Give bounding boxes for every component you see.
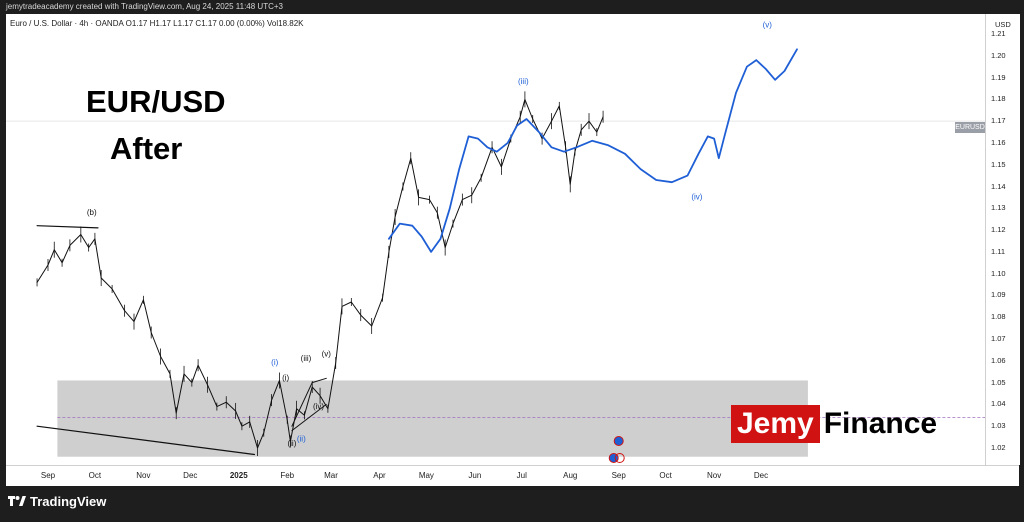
price-tick-label: 1.08 <box>991 312 1006 322</box>
price-tick-label: 1.15 <box>991 159 1006 169</box>
price-tick-label: 1.13 <box>991 203 1006 213</box>
tradingview-logo-icon <box>8 495 26 510</box>
wave-label: (ii) <box>287 439 296 448</box>
time-tick-label: Sep <box>40 471 56 480</box>
time-tick-label: Oct <box>659 471 672 480</box>
wave-label: (iv) <box>313 402 324 411</box>
time-tick-label: Dec <box>753 471 769 480</box>
time-tick-label: Dec <box>183 471 198 480</box>
headline-after: After <box>110 131 183 166</box>
lower-trendline-series-line <box>36 425 255 456</box>
wave-label: (iv) <box>691 193 702 202</box>
price-tick-label: 1.03 <box>991 421 1006 431</box>
price-tick-label: 1.21 <box>991 29 1006 38</box>
time-tick-label: Feb <box>280 471 295 480</box>
time-tick-label: 2025 <box>229 471 248 480</box>
price-tick-label: 1.07 <box>991 334 1006 344</box>
time-axis[interactable]: Sep Oct Nov Dec 2025 Feb Mar Apr May Jun Jul Aug Sep… <box>6 465 1019 486</box>
time-tick-label: Sep <box>611 471 626 480</box>
brand-name-red: Jemy <box>731 405 820 443</box>
time-tick-label: Apr <box>373 471 386 480</box>
time-tick-label: Aug <box>563 471 578 480</box>
wave-label: (v) <box>322 349 332 358</box>
time-tick-label: Nov <box>136 471 151 480</box>
price-tick-label: 1.10 <box>991 268 1006 278</box>
wave-label: (i) <box>282 373 289 382</box>
time-tick-label: Mar <box>324 471 338 480</box>
wedge-upper-series-line <box>291 377 327 427</box>
time-tick-label: May <box>418 471 434 480</box>
price-tick-label: 1.14 <box>991 181 1006 191</box>
last-price-symbol-tag: EURUSD <box>955 122 985 133</box>
headline-pair: EUR/USD <box>86 84 226 119</box>
price-axis[interactable]: USD 1.21 1.20 1.19 1.18 1.17 1.16 1.15 1.14 1.13… <box>985 14 1020 465</box>
event-marker-icon <box>613 436 624 446</box>
price-axis-unit: USD <box>995 20 1011 29</box>
price-tick-label: 1.20 <box>991 50 1006 60</box>
price-tick-label: 1.05 <box>991 377 1006 387</box>
price-chart[interactable]: (b) (i) (ii) (iii) (iv) (v) (i) (ii) (iii) (iv) (v… <box>6 14 985 465</box>
wave-label: (v) <box>763 20 773 29</box>
price-tick-label: 1.17 <box>991 116 1006 126</box>
brand-watermark: Jemy Finance <box>731 405 937 443</box>
time-tick-label: Oct <box>88 471 102 480</box>
wave-label: (iii) <box>301 354 312 363</box>
price-tick-label: 1.19 <box>991 72 1006 82</box>
chart-caption: jemytradeacademy created with TradingVie… <box>6 2 283 11</box>
wave-label: (b) <box>87 208 97 217</box>
time-tick-label: Jul <box>516 471 527 480</box>
wave-label: (iii) <box>518 77 529 86</box>
symbol-info: Euro / U.S. Dollar · 4h · OANDA O1.17 H1… <box>10 19 304 28</box>
wave-label: (i) <box>271 358 278 367</box>
consolidation-zone <box>57 380 808 457</box>
time-tick-label: Jun <box>468 471 482 480</box>
projection-series-line <box>387 48 798 253</box>
chart-area[interactable]: (b) (i) (ii) (iii) (iv) (v) (i) (ii) (iii) (iv) (v… <box>6 14 985 465</box>
event-marker-icon <box>614 453 625 463</box>
price-tick-label: 1.18 <box>991 94 1006 104</box>
wave-label: (ii) <box>297 434 306 443</box>
price-tick-label: 1.02 <box>991 443 1006 452</box>
time-tick-label: Nov <box>706 471 722 480</box>
tradingview-logo[interactable]: TradingView <box>8 494 106 510</box>
tradingview-logo-text: TradingView <box>30 494 107 509</box>
upper-trendline-series-line <box>36 225 99 229</box>
brand-name-black: Finance <box>823 407 938 440</box>
price-tick-label: 1.04 <box>991 399 1006 409</box>
price-tick-label: 1.12 <box>991 225 1006 235</box>
price-tick-label: 1.06 <box>991 355 1006 365</box>
wedge-lower-series-line <box>291 403 327 432</box>
price-tick-label: 1.16 <box>991 137 1006 147</box>
price-tick-label: 1.09 <box>991 290 1006 300</box>
price-tick-label: 1.11 <box>991 246 1006 256</box>
